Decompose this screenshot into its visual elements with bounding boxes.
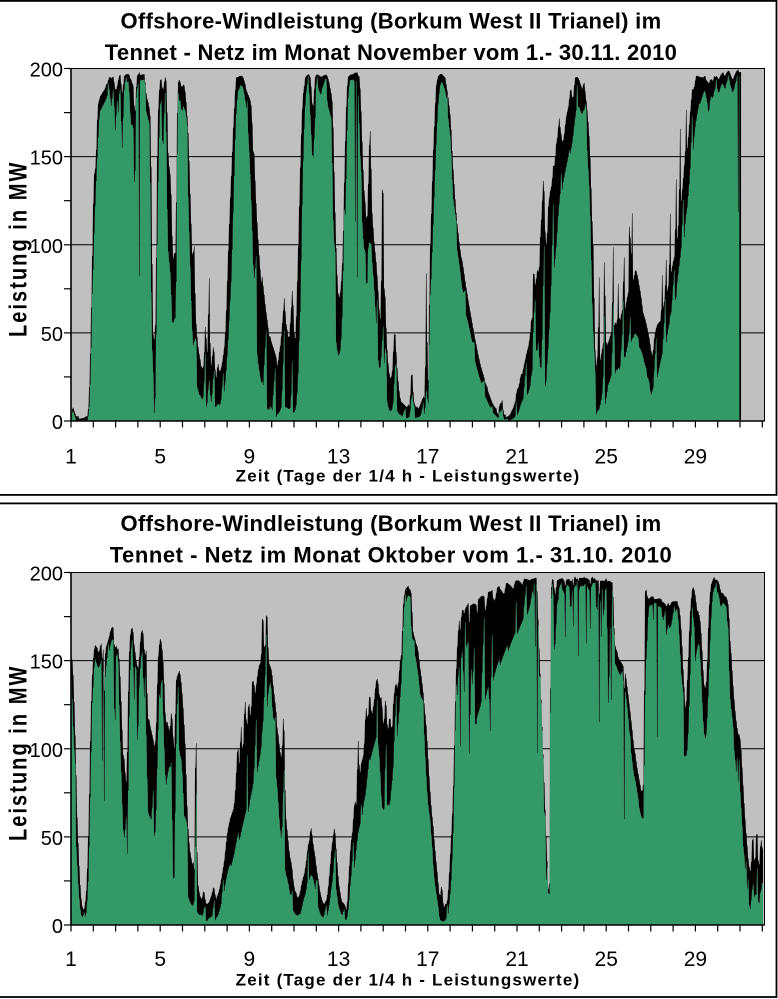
svg-text:150: 150 bbox=[30, 652, 63, 674]
svg-text:21: 21 bbox=[505, 948, 528, 971]
svg-text:21: 21 bbox=[505, 446, 528, 469]
svg-text:150: 150 bbox=[30, 148, 63, 170]
svg-text:200: 200 bbox=[30, 564, 63, 586]
svg-text:50: 50 bbox=[41, 828, 63, 850]
svg-text:0: 0 bbox=[52, 412, 63, 434]
svg-text:9: 9 bbox=[244, 446, 256, 469]
svg-text:Tennet - Netz im Monat Oktober: Tennet - Netz im Monat Oktober vom 1.- 3… bbox=[110, 543, 673, 568]
svg-text:Offshore-Windleistung (Borkum: Offshore-Windleistung (Borkum West II Tr… bbox=[121, 511, 662, 536]
svg-text:Leistung in MW: Leistung in MW bbox=[4, 665, 32, 841]
svg-text:Offshore-Windleistung (Borkum: Offshore-Windleistung (Borkum West II Tr… bbox=[121, 8, 662, 33]
svg-text:200: 200 bbox=[30, 60, 63, 82]
svg-text:17: 17 bbox=[416, 446, 439, 469]
svg-text:50: 50 bbox=[41, 324, 63, 346]
svg-text:Leistung in MW: Leistung in MW bbox=[4, 161, 32, 337]
svg-text:100: 100 bbox=[30, 740, 63, 762]
svg-text:13: 13 bbox=[327, 948, 350, 971]
svg-text:5: 5 bbox=[154, 446, 166, 469]
svg-text:29: 29 bbox=[684, 446, 707, 469]
svg-text:17: 17 bbox=[416, 948, 439, 971]
svg-text:29: 29 bbox=[684, 948, 707, 971]
svg-text:5: 5 bbox=[154, 948, 166, 971]
svg-text:1: 1 bbox=[65, 948, 77, 971]
svg-text:100: 100 bbox=[30, 236, 63, 258]
svg-text:0: 0 bbox=[52, 916, 63, 938]
svg-text:1: 1 bbox=[65, 446, 77, 469]
svg-text:Zeit (Tage der 1/4 h - Leistun: Zeit (Tage der 1/4 h - Leistungswerte) bbox=[236, 971, 581, 990]
svg-text:25: 25 bbox=[595, 446, 618, 469]
svg-text:Tennet - Netz im Monat Novembe: Tennet - Netz im Monat November vom 1.- … bbox=[105, 40, 677, 65]
svg-text:9: 9 bbox=[244, 948, 256, 971]
svg-text:13: 13 bbox=[327, 446, 350, 469]
svg-text:25: 25 bbox=[595, 948, 618, 971]
svg-text:Zeit (Tage der 1/4 h - Leistun: Zeit (Tage der 1/4 h - Leistungswerte) bbox=[236, 467, 581, 486]
